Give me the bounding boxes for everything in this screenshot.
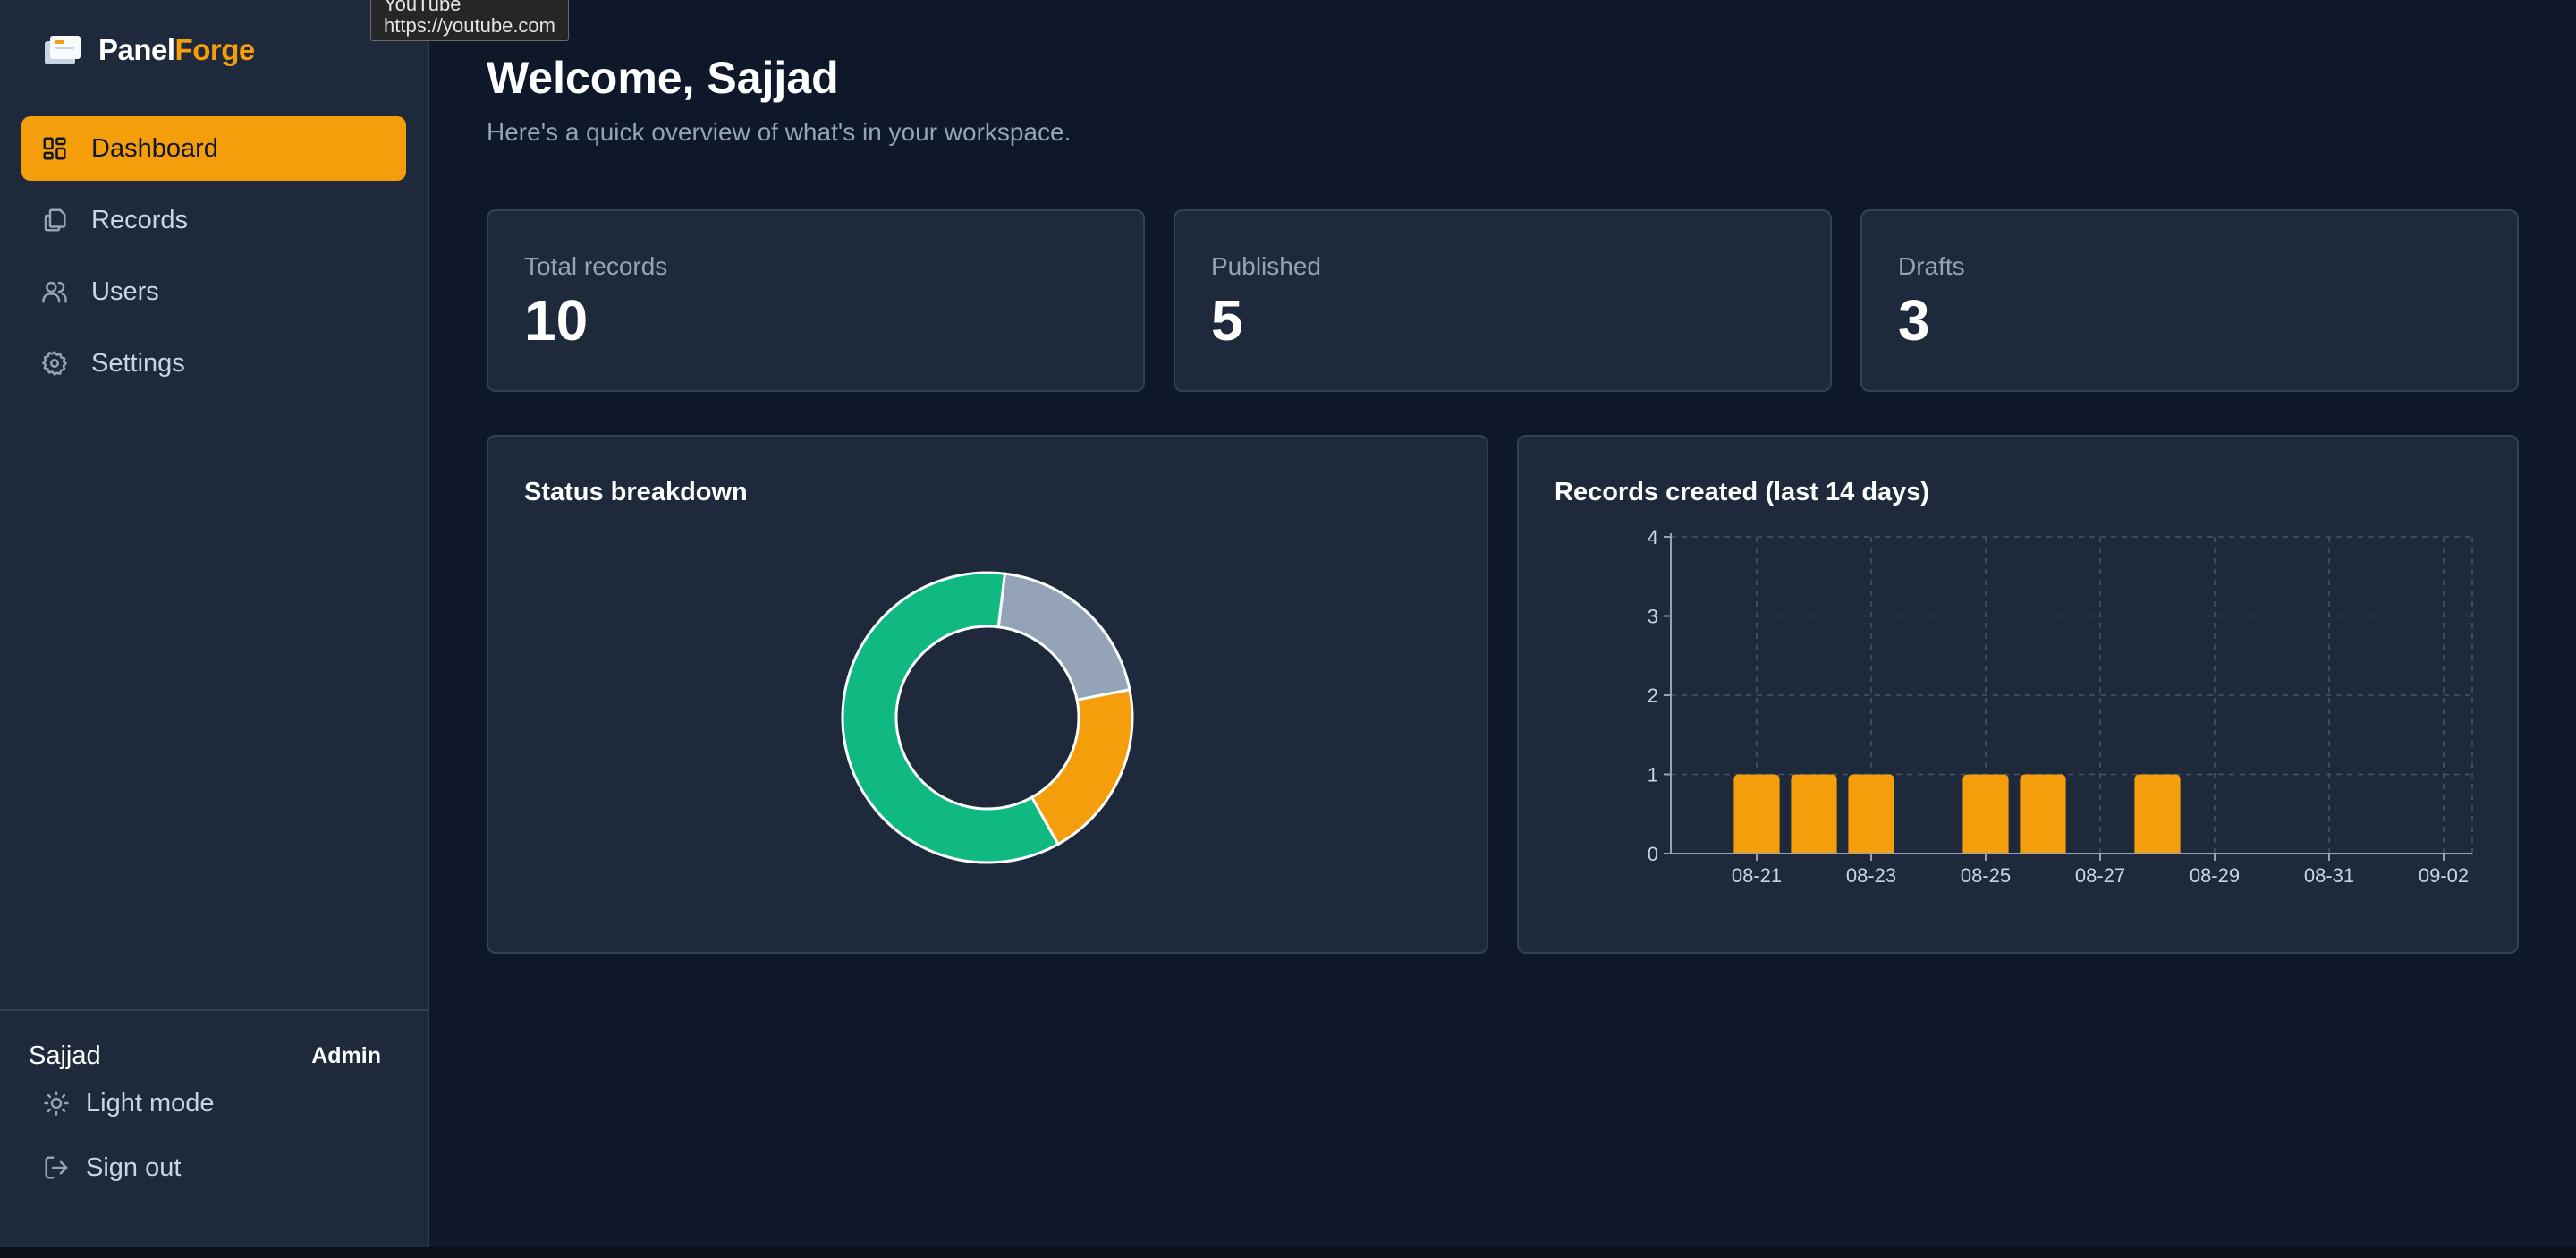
sidebar: PanelForge Dashboard: [0, 0, 429, 1247]
records-icon: [41, 207, 68, 234]
donut-slice-0[interactable]: [996, 572, 1131, 702]
dashboard-icon: [41, 135, 68, 162]
sidebar-nav: Dashboard Records Users: [21, 116, 406, 403]
bar-08-25[interactable]: [1962, 774, 2009, 854]
x-tick-label: 08-25: [1961, 864, 2011, 887]
sidebar-item-records[interactable]: Records: [21, 188, 406, 252]
panel-title: Records created (last 14 days): [1555, 478, 1930, 506]
page-subtitle: Here's a quick overview of what's in you…: [487, 118, 1072, 146]
sidebar-item-dashboard[interactable]: Dashboard: [21, 116, 406, 181]
bar-08-23[interactable]: [1848, 774, 1894, 854]
page-title: Welcome, Sajjad: [487, 53, 839, 103]
y-tick-label: 2: [1648, 684, 1658, 707]
donut-slice-1[interactable]: [1030, 687, 1134, 846]
light-mode-label: Light mode: [86, 1088, 215, 1118]
brand-name: PanelForge: [98, 33, 255, 67]
bar-08-22[interactable]: [1791, 774, 1837, 854]
tooltip-url: https://youtube.com: [384, 14, 555, 37]
y-tick-label: 3: [1648, 606, 1658, 628]
sign-out-label: Sign out: [86, 1152, 182, 1182]
user-name: Sajjad: [29, 1041, 101, 1070]
x-tick-label: 08-21: [1732, 864, 1782, 887]
y-tick-label: 0: [1648, 843, 1658, 865]
gear-icon: [41, 350, 68, 377]
status-donut-chart: [841, 571, 1134, 864]
records-bar-chart: 0 1 2 3 4 08-21 08-23 08-25 08-27 08-29 08-31 09-02: [1648, 526, 2473, 887]
records-created-panel: 0 1 2 3 4 08-21 08-23 08-25 08-27 08-29 08-31 09-02…: [1517, 435, 2519, 954]
bar-08-28[interactable]: [2134, 774, 2181, 854]
tooltip-title: YouTube: [384, 0, 462, 15]
stat-card-drafts: Drafts 3: [1860, 209, 2519, 392]
y-tick-label: 1: [1648, 764, 1658, 786]
sidebar-item-label: Dashboard: [91, 133, 218, 163]
brand[interactable]: PanelForge: [43, 32, 255, 68]
sun-icon: [44, 1091, 69, 1116]
brand-logo-icon: [45, 36, 80, 64]
sidebar-item-label: Users: [91, 276, 159, 306]
brand-name-part1: Panel: [98, 33, 175, 66]
light-mode-toggle[interactable]: Light mode: [0, 1071, 428, 1135]
sidebar-item-settings[interactable]: Settings: [21, 331, 406, 395]
y-tick-label: 4: [1648, 526, 1658, 548]
donut-slice-2[interactable]: [841, 571, 1060, 864]
status-breakdown-panel: Status breakdown: [487, 435, 1488, 954]
panel-title: Status breakdown: [524, 478, 748, 506]
brand-name-part2: Forge: [174, 33, 256, 66]
sidebar-item-label: Settings: [91, 348, 185, 378]
users-icon: [41, 278, 68, 305]
user-info: Sajjad Admin: [0, 1011, 428, 1071]
window-bottom-edge: [0, 1247, 2576, 1258]
x-tick-label: 08-31: [2304, 864, 2354, 887]
sidebar-item-label: Records: [91, 205, 188, 234]
x-tick-label: 09-02: [2419, 864, 2469, 887]
stat-value: 5: [1211, 288, 1243, 353]
stat-card-total-records: Total records 10: [487, 209, 1145, 392]
x-tick-label: 08-23: [1846, 864, 1896, 887]
stat-label: Drafts: [1898, 252, 1965, 280]
stat-value: 3: [1898, 288, 1930, 353]
sidebar-item-users[interactable]: Users: [21, 259, 406, 324]
sign-out-button[interactable]: Sign out: [0, 1135, 428, 1200]
sign-out-icon: [45, 1156, 68, 1179]
user-role-badge: Admin: [311, 1043, 381, 1068]
x-tick-label: 08-27: [2075, 864, 2125, 887]
stat-label: Published: [1211, 252, 1321, 280]
stat-value: 10: [524, 288, 589, 353]
link-tooltip: YouTube https://youtube.com: [370, 0, 569, 41]
sidebar-footer: Sajjad Admin Light mode Sign out: [0, 1009, 428, 1200]
bar-08-21[interactable]: [1733, 774, 1780, 854]
x-tick-label: 08-29: [2190, 864, 2240, 887]
bar-08-26[interactable]: [2020, 774, 2066, 854]
stat-label: Total records: [524, 252, 668, 280]
stat-card-published: Published 5: [1174, 209, 1832, 392]
